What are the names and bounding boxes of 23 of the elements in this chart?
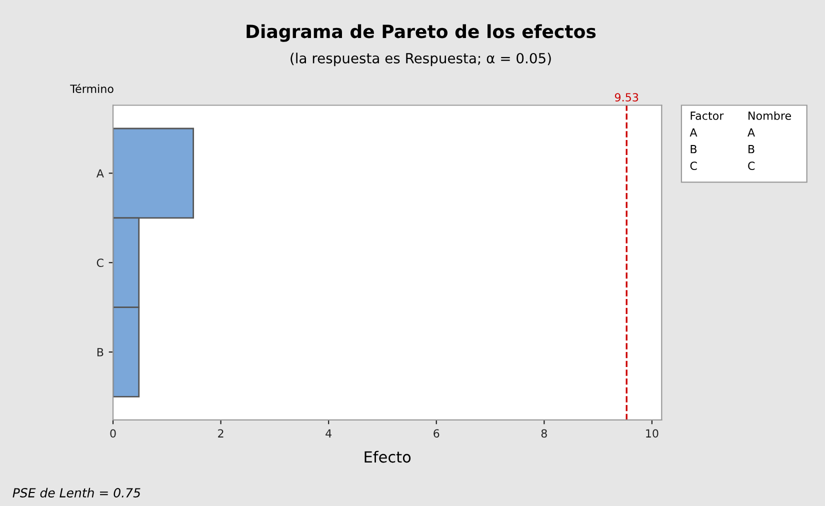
y-tick-label: B [97, 348, 104, 356]
text: A [690, 128, 698, 136]
text: A [748, 128, 755, 136]
text: B [690, 145, 697, 154]
text: C [748, 162, 755, 170]
text: Nombre [748, 111, 791, 120]
chart-title: Diagrama de Pareto de los efectos [246, 24, 596, 42]
x-tick-label: 8 [541, 429, 547, 438]
text: PSE de Lenth = 0.75 [12, 488, 140, 498]
x-tick-label: 6 [434, 429, 440, 438]
text: B [748, 145, 754, 154]
x-tick-label: 4 [326, 429, 332, 438]
x-axis-title: Efecto [364, 450, 411, 463]
x-tick-label: 10 [646, 429, 658, 438]
chart-subtitle: (la respuesta es Respuesta; α = 0.05) [290, 52, 551, 66]
x-tick-label: 0 [110, 429, 116, 438]
y-tick-label: C [96, 258, 104, 267]
y-tick-label: A [96, 169, 104, 178]
text: Factor [690, 112, 724, 120]
ref-line-label: 9.53 [614, 93, 638, 102]
x-tick-label: 2 [218, 429, 224, 438]
text: C [690, 162, 697, 170]
y-axis-title: Término [70, 84, 114, 93]
